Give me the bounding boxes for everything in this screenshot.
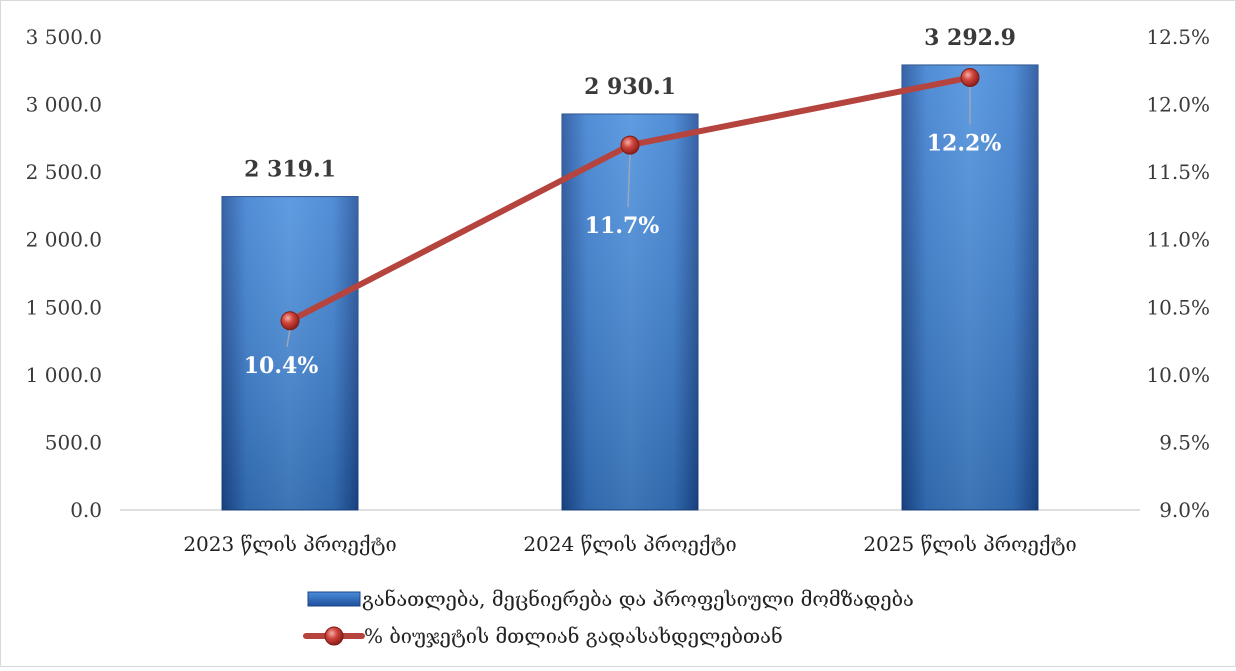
y-right-tick-label: 12.0% [1146,93,1210,117]
y-right-tick-label: 9.5% [1159,430,1210,454]
y-right-tick-label: 11.0% [1146,228,1210,252]
y-right-tick-label: 12.5% [1146,25,1210,49]
line-value-label: 11.7% [585,213,660,239]
bar-value-label: 3 292.9 [924,25,1016,51]
x-category-label: 2025 წლის პროექტი [863,532,1076,556]
y-left-tick-label: 1 500.0 [26,295,102,319]
y-right-tick-label: 9.0% [1159,498,1210,522]
bar-shade [562,114,698,510]
y-left-tick-label: 2 500.0 [26,160,102,184]
bar-shade [902,64,1038,510]
y-left-tick-label: 2 000.0 [26,228,102,252]
y-right-tick-label: 10.5% [1146,295,1210,319]
legend-swatch-marker [324,626,344,646]
line-value-label: 12.2% [927,131,1002,157]
bar-shade [222,196,358,510]
y-left-tick-label: 3 500.0 [26,25,102,49]
y-right-tick-label: 11.5% [1146,160,1210,184]
leader-line [286,328,291,347]
bar-value-label: 2 319.1 [244,157,336,183]
y-left-tick-label: 1 000.0 [26,363,102,387]
line-value-label: 10.4% [244,353,319,379]
y-left-tick-label: 0.0 [70,498,102,522]
y-left-tick-label: 500.0 [45,430,102,454]
leader-line [627,153,631,208]
line-marker [960,68,980,88]
legend-label-bar: განათლება, მეცნიერება და პროფესიული მომზ… [362,587,914,611]
legend-swatch-bar [307,591,361,607]
bar-value-label: 2 930.1 [584,74,676,100]
x-category-label: 2024 წლის პროექტი [523,532,736,556]
x-category-label: 2023 წლის პროექტი [183,532,396,556]
legend-label-line: % ბიუჯეტის მთლიან გადასახდელებთან [364,624,783,648]
line-marker [280,311,300,331]
y-left-tick-label: 3 000.0 [26,93,102,117]
line-marker [620,135,640,155]
y-right-tick-label: 10.0% [1146,363,1210,387]
